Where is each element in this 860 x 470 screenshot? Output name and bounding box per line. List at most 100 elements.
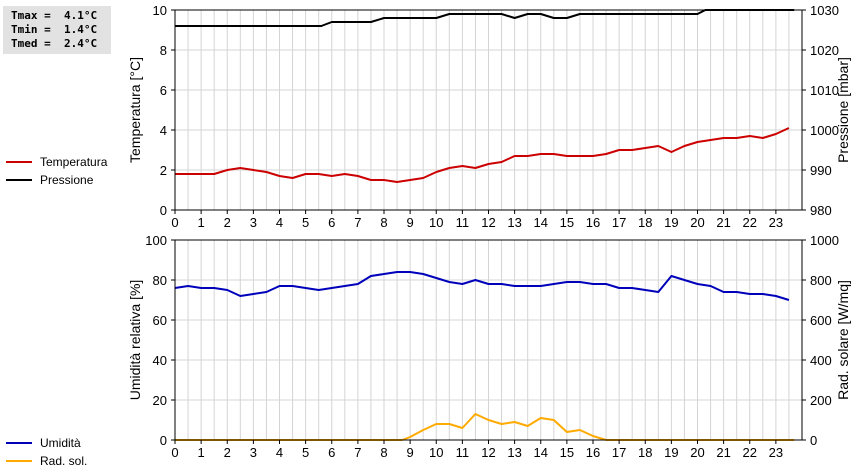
x-tick-label: 12 xyxy=(481,215,495,230)
x-tick-label: 9 xyxy=(407,215,414,230)
legend-label-rad-sol: Rad. sol. xyxy=(40,454,88,468)
y-tick-label-right: 0 xyxy=(810,433,817,448)
x-tick-label: 22 xyxy=(743,445,757,460)
y-tick-label-right: 400 xyxy=(810,353,832,368)
y-tick-label-left: 20 xyxy=(153,393,167,408)
legend-top: Temperatura Pressione xyxy=(6,153,107,189)
y-tick-label-right: 1000 xyxy=(810,123,839,138)
x-tick-label: 5 xyxy=(302,445,309,460)
y-tick-label-right: 1030 xyxy=(810,3,839,18)
y-tick-label-right: 980 xyxy=(810,203,832,218)
x-tick-label: 3 xyxy=(250,445,257,460)
legend-bottom-final: Umidità Rad. sol. xyxy=(6,434,87,470)
x-tick-label: 7 xyxy=(354,445,361,460)
stat-tmed: Tmed = 2.4°C xyxy=(11,37,98,50)
stat-tmin: Tmin = 1.4°C xyxy=(11,23,98,36)
legend-item-umidita: Umidità xyxy=(6,434,87,452)
y-tick-label-right: 1010 xyxy=(810,83,839,98)
y-tick-label-left: 80 xyxy=(153,273,167,288)
y-axis-title-left: Umidità relativa [%] xyxy=(127,280,143,401)
x-tick-label: 17 xyxy=(612,215,626,230)
y-tick-label-right: 800 xyxy=(810,273,832,288)
y-tick-label-left: 10 xyxy=(153,3,167,18)
y-tick-label-right: 1020 xyxy=(810,43,839,58)
x-tick-label: 15 xyxy=(560,445,574,460)
x-tick-label: 8 xyxy=(380,445,387,460)
x-tick-label: 18 xyxy=(638,215,652,230)
y-tick-label-left: 8 xyxy=(160,43,167,58)
y-tick-label-left: 40 xyxy=(153,353,167,368)
legend-item-pressione: Pressione xyxy=(6,171,107,189)
series-line-umidita xyxy=(174,271,790,301)
x-tick-label: 23 xyxy=(769,215,783,230)
legend-label-umidita: Umidità xyxy=(40,436,81,450)
x-tick-label: 6 xyxy=(328,215,335,230)
legend-swatch-rad-sol xyxy=(6,460,32,462)
x-tick-label: 1 xyxy=(198,445,205,460)
plot-humidity-radiation: 0 1 2 3 4 5 6 7 8 9 10 11 12 13 14 15 16 17 18 19 20 21 22 2302… xyxy=(127,233,851,460)
x-tick-label: 19 xyxy=(664,445,678,460)
stats-box: Tmax = 4.1°C Tmin = 1.4°C Tmed = 2.4°C xyxy=(3,6,111,54)
x-tick-label: 1 xyxy=(198,215,205,230)
x-tick-label: 4 xyxy=(276,215,283,230)
x-tick-label: 13 xyxy=(507,215,521,230)
x-tick-label: 21 xyxy=(716,215,730,230)
plot-temperature-pressure: 0 1 2 3 4 5 6 7 8 9 10 11 12 13 14 15 16 17 18 19 20 21 22 2302… xyxy=(127,3,851,230)
chart-area: 0 1 2 3 4 5 6 7 8 9 10 11 12 13 14 15 16 17 18 19 20 21 22 2302… xyxy=(127,3,851,460)
x-tick-label: 2 xyxy=(224,445,231,460)
x-tick-label: 0 xyxy=(171,445,178,460)
x-tick-label: 12 xyxy=(481,445,495,460)
legend-label-temperatura: Temperatura xyxy=(40,155,108,169)
y-axis-title-right: Pressione [mbar] xyxy=(835,57,851,163)
x-tick-label: 0 xyxy=(171,215,178,230)
y-axis-title-right: Rad. solare [W/mq] xyxy=(835,280,851,400)
legend-label-pressione: Pressione xyxy=(40,173,94,187)
y-tick-label-right: 600 xyxy=(810,313,832,328)
x-tick-label: 11 xyxy=(456,215,470,230)
x-tick-label: 11 xyxy=(456,445,470,460)
x-tick-label: 14 xyxy=(534,215,548,230)
y-tick-label-left: 6 xyxy=(160,83,167,98)
y-tick-label-left: 60 xyxy=(153,313,167,328)
y-tick-label-left: 2 xyxy=(160,163,167,178)
x-tick-label: 10 xyxy=(429,445,443,460)
y-tick-label-right: 1000 xyxy=(810,233,839,248)
x-tick-label: 17 xyxy=(612,445,626,460)
x-tick-label: 8 xyxy=(380,215,387,230)
y-tick-label-left: 0 xyxy=(160,433,167,448)
legend-swatch-temperatura xyxy=(6,161,32,163)
x-tick-label: 9 xyxy=(407,445,414,460)
y-tick-label-right: 990 xyxy=(810,163,832,178)
series-line-pressione xyxy=(175,9,795,27)
y-tick-label-left: 0 xyxy=(160,203,167,218)
x-tick-label: 3 xyxy=(250,215,257,230)
x-tick-label: 23 xyxy=(769,445,783,460)
x-tick-label: 16 xyxy=(586,215,600,230)
x-tick-label: 20 xyxy=(690,215,704,230)
x-tick-label: 5 xyxy=(302,215,309,230)
x-tick-label: 22 xyxy=(743,215,757,230)
x-tick-label: 16 xyxy=(586,445,600,460)
y-tick-label-left: 100 xyxy=(145,233,167,248)
x-tick-label: 20 xyxy=(690,445,704,460)
legend-item-temperatura: Temperatura xyxy=(6,153,107,171)
x-tick-label: 14 xyxy=(534,445,548,460)
x-tick-label: 6 xyxy=(328,445,335,460)
series-line-temperatura xyxy=(175,127,790,183)
legend-item-rad-sol: Rad. sol. xyxy=(6,452,87,470)
x-tick-label: 13 xyxy=(507,445,521,460)
x-tick-label: 7 xyxy=(354,215,361,230)
legend-swatch-umidita xyxy=(6,442,32,444)
x-tick-label: 19 xyxy=(664,215,678,230)
y-tick-label-left: 4 xyxy=(160,123,167,138)
x-tick-label: 2 xyxy=(224,215,231,230)
x-tick-label: 4 xyxy=(276,445,283,460)
x-tick-label: 21 xyxy=(716,445,730,460)
stat-tmax: Tmax = 4.1°C xyxy=(11,9,98,22)
x-tick-label: 15 xyxy=(560,215,574,230)
y-tick-label-right: 200 xyxy=(810,393,832,408)
x-tick-label: 10 xyxy=(429,215,443,230)
x-tick-label: 18 xyxy=(638,445,652,460)
y-axis-title-left: Temperatura [°C] xyxy=(127,57,143,163)
legend-swatch-pressione xyxy=(6,179,32,181)
